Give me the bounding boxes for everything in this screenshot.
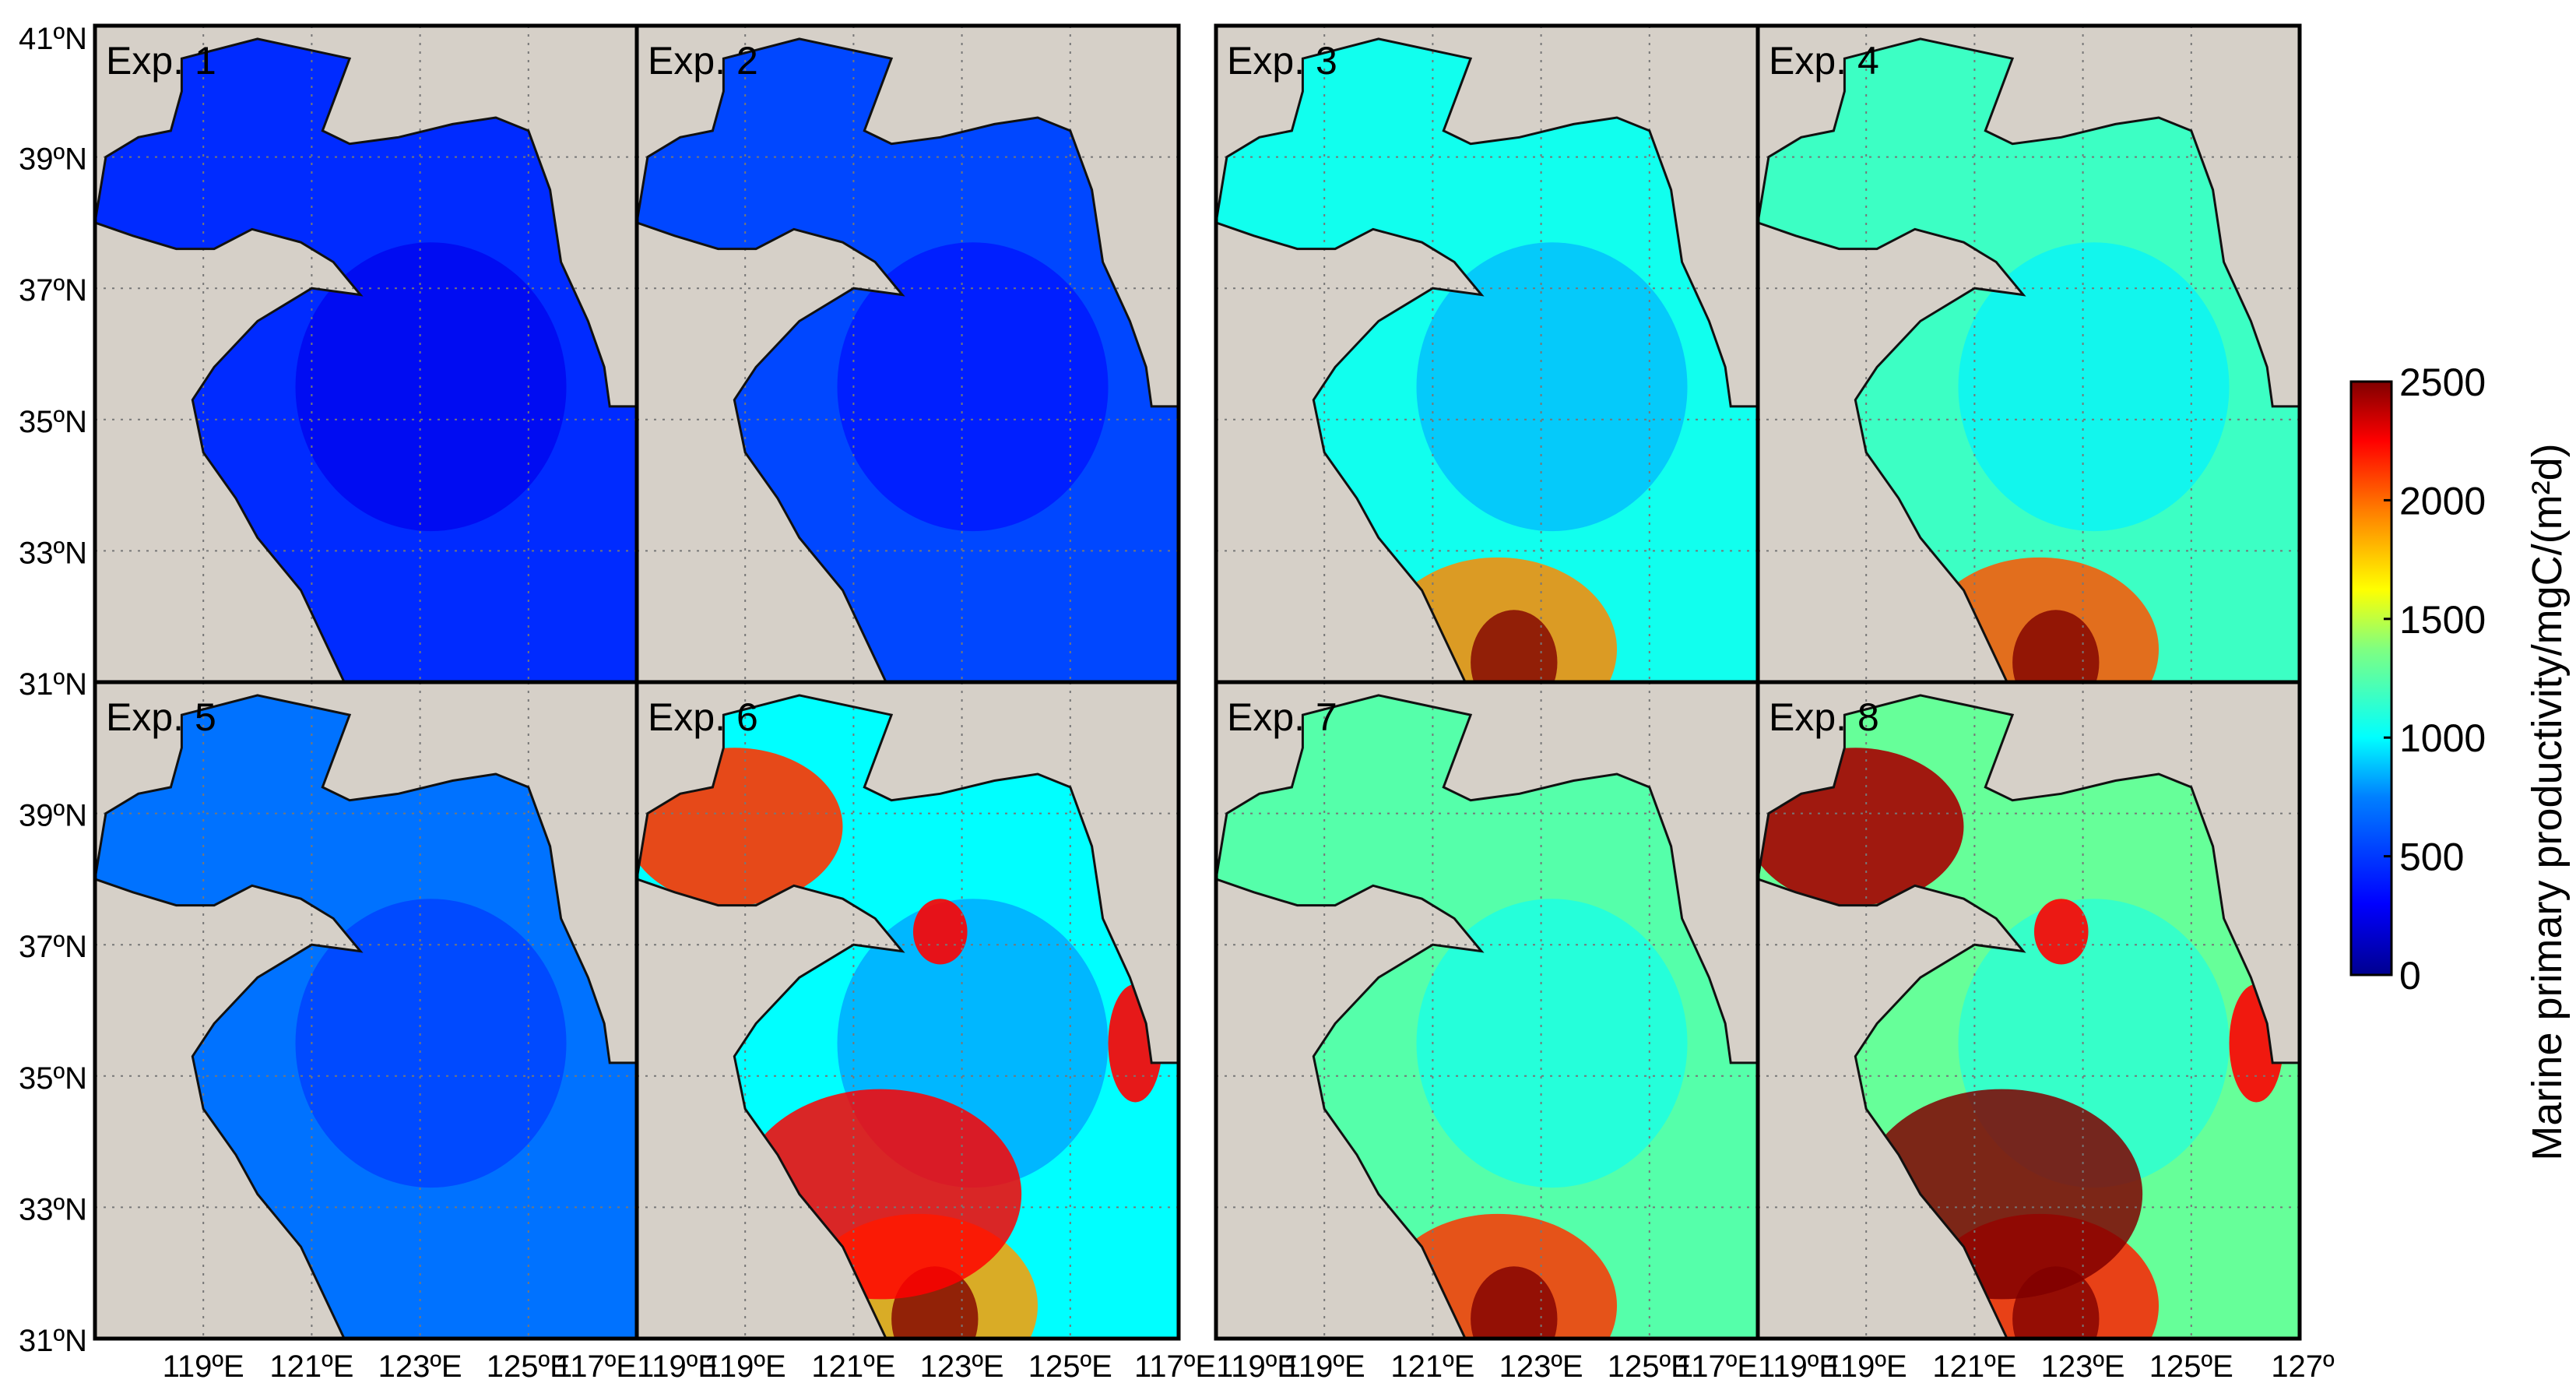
longitude-label: 127º xyxy=(2271,1349,2335,1384)
map-panel: Exp. 2 xyxy=(634,23,1181,684)
colorbar: 2500 2000 1500 1000 500 0 Marine primary prod… xyxy=(2349,361,2571,1161)
latitude-label: 39ºN xyxy=(19,799,87,833)
longitude-label: 125ºE xyxy=(2149,1349,2233,1384)
longitude-label: 125ºE xyxy=(1608,1349,1692,1384)
colorbar-tick-label: 0 xyxy=(2399,954,2421,998)
longitude-label: 119ºE xyxy=(1284,1349,1365,1384)
longitude-label: 121ºE xyxy=(1390,1349,1474,1384)
longitude-label: 123ºE xyxy=(1499,1349,1583,1384)
colorbar-tick-label: 500 xyxy=(2399,836,2464,879)
colorbar-tick-label: 1500 xyxy=(2399,598,2486,642)
coastline xyxy=(1216,694,1758,1339)
map-panel: Exp. 3 xyxy=(1214,23,1760,684)
longitude-label: 117ºE119ºE xyxy=(1134,1349,1298,1384)
longitude-label: 123ºE xyxy=(920,1349,1004,1384)
colorbar-tick-label: 1000 xyxy=(2399,716,2486,760)
longitude-label: 121ºE xyxy=(1932,1349,2016,1384)
coastline xyxy=(1758,694,2300,1339)
colorbar-title: Marine primary productivity/mgC/(m²d) xyxy=(2524,443,2571,1160)
longitude-label: 119ºE xyxy=(163,1349,244,1384)
longitude-label: 119ºE xyxy=(705,1349,786,1384)
coastline xyxy=(95,694,637,1339)
longitude-label: 119ºE xyxy=(1826,1349,1907,1384)
map-panel: Exp. 7 xyxy=(1214,680,1760,1341)
coastline xyxy=(1216,37,1758,682)
longitude-label: 125ºE xyxy=(1028,1349,1112,1384)
map-panel: Exp. 8 xyxy=(1755,680,2302,1341)
latitude-label: 35ºN xyxy=(19,1061,87,1096)
colorbar-tick-label: 2000 xyxy=(2399,479,2486,523)
coastline xyxy=(637,694,1179,1339)
latitude-label: 37ºN xyxy=(19,930,87,964)
coastline xyxy=(95,37,637,682)
map-panel: Exp. 4 xyxy=(1755,23,2302,684)
panel-label: Exp. 6 xyxy=(648,695,758,739)
latitude-label: 33ºN xyxy=(19,536,87,570)
colorbar-tick-label: 2500 xyxy=(2399,361,2486,404)
latitude-label: 33ºN xyxy=(19,1192,87,1226)
panel-label: Exp. 2 xyxy=(648,39,758,83)
latitude-label: 39ºN xyxy=(19,143,87,177)
latitude-label: 41ºN xyxy=(19,22,87,56)
colorbar-ramp xyxy=(2349,380,2393,976)
longitude-label: 117ºE119ºE xyxy=(1676,1349,1840,1384)
longitude-label: 121ºE xyxy=(269,1349,353,1384)
latitude-label: 31ºN xyxy=(19,1324,87,1358)
latitude-label: 37ºN xyxy=(19,273,87,308)
latitude-label: 35ºN xyxy=(19,405,87,439)
coastline xyxy=(637,37,1179,682)
longitude-label: 123ºE xyxy=(378,1349,462,1384)
coastline xyxy=(1758,37,2300,682)
panel-label: Exp. 3 xyxy=(1227,39,1337,83)
longitude-label: 117ºE119ºE xyxy=(555,1349,719,1384)
panel-label: Exp. 4 xyxy=(1769,39,1879,83)
longitude-label: 123ºE xyxy=(2041,1349,2125,1384)
panel-label: Exp. 7 xyxy=(1227,695,1337,739)
panel-label: Exp. 5 xyxy=(106,695,216,739)
map-panel: Exp. 5 xyxy=(93,680,639,1341)
latitude-label: 31ºN xyxy=(19,667,87,702)
longitude-label: 121ºE xyxy=(811,1349,895,1384)
map-panel: Exp. 1 xyxy=(93,23,639,684)
panel-label: Exp. 1 xyxy=(106,39,216,83)
panel-label: Exp. 8 xyxy=(1769,695,1879,739)
longitude-label: 125ºE xyxy=(487,1349,571,1384)
map-panel: Exp. 6 xyxy=(634,680,1181,1341)
